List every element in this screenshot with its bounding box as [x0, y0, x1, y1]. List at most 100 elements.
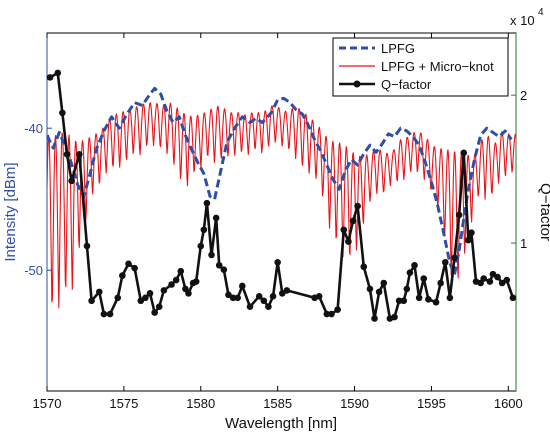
qfactor-point [465, 236, 472, 244]
qfactor-point [160, 287, 168, 294]
y-right-tick-label: 1 [520, 236, 527, 251]
legend-marker-qfactor [353, 80, 361, 88]
qfactor-point [323, 310, 331, 318]
qfactor-point [131, 264, 138, 272]
qfactor-point [68, 177, 75, 185]
qfactor-point [360, 263, 368, 271]
qfactor-point [47, 74, 54, 81]
qfactor-point [172, 276, 180, 284]
qfactor-point [177, 267, 185, 275]
series-lpfg-line [47, 86, 513, 277]
qfactor-point [168, 281, 175, 288]
qfactor-point [455, 211, 463, 219]
qfactor-point [349, 217, 357, 225]
qfactor-point [437, 279, 444, 287]
qfactor-point [215, 261, 223, 269]
x-tick-label: 1595 [417, 396, 446, 411]
qfactor-point [265, 303, 272, 310]
x-tick-label: 1600 [494, 396, 523, 411]
qfactor-point [328, 310, 335, 318]
qfactor-point [283, 287, 291, 294]
qfactor-point [142, 294, 149, 302]
qfactor-point [185, 290, 192, 297]
qfactor-point [220, 266, 228, 273]
qfactor-point [208, 251, 215, 259]
qfactor-point [200, 226, 208, 234]
y-left-tick-label: -50 [24, 263, 43, 278]
qfactor-point [59, 109, 66, 117]
qfactor-point [446, 294, 454, 302]
qfactor-point [375, 288, 383, 296]
qfactor-point [100, 310, 108, 318]
qfactor-point [441, 259, 449, 266]
axis-ticks: 1570 1575 1580 1585 1590 1595 1600 -40 -50 1 2 [24, 33, 527, 411]
qfactor-point [403, 285, 411, 293]
legend-label-lpfg-microknot: LPFG + Micro−knot [381, 59, 494, 74]
qfactor-point [411, 261, 418, 269]
series-layer [47, 69, 516, 322]
qfactor-point [315, 293, 323, 300]
qfactor-point [54, 69, 62, 77]
qfactor-point [106, 310, 114, 318]
qfactor-point [406, 269, 414, 276]
qfactor-point [460, 149, 468, 157]
x-tick-label: 1580 [186, 396, 215, 411]
qfactor-point [366, 285, 374, 293]
y-right-axis-label: Q−factor [537, 183, 550, 241]
qfactor-point [334, 306, 341, 313]
qfactor-point [192, 278, 200, 285]
series-lpfg-microknot-line [47, 102, 516, 309]
x-tick-label: 1575 [109, 396, 138, 411]
qfactor-point [269, 293, 277, 300]
qfactor-point [494, 273, 501, 281]
y-left-tick-label: -40 [24, 121, 43, 136]
qfactor-point [395, 297, 403, 305]
qfactor-point [509, 294, 516, 302]
qfactor-point [380, 279, 388, 287]
qfactor-point [468, 229, 475, 237]
legend: LPFG LPFG + Micro−knot Q−factor [332, 37, 509, 97]
qfactor-point [63, 151, 71, 158]
y-right-tick-label: 2 [520, 88, 527, 103]
qfactor-point [354, 202, 361, 210]
qfactor-point [212, 214, 220, 222]
qfactor-point [246, 303, 254, 310]
x-tick-label: 1570 [33, 396, 62, 411]
qfactor-point [114, 294, 122, 302]
qfactor-point [238, 282, 246, 290]
qfactor-point [451, 254, 458, 262]
qfactor-point [146, 290, 154, 297]
qfactor-point [119, 272, 126, 279]
qfactor-point [151, 309, 158, 316]
x-tick-label: 1590 [340, 396, 369, 411]
qfactor-point [234, 294, 241, 302]
qfactor-point [274, 259, 281, 266]
right-axis-exponent: 4 [538, 7, 544, 18]
qfactor-point [95, 288, 103, 296]
qfactor-point [503, 276, 511, 284]
y-left-axis-label: Intensity [dBm] [2, 162, 19, 261]
legend-label-lpfg: LPFG [381, 41, 415, 56]
qfactor-point [340, 226, 348, 234]
qfactor-point [229, 294, 237, 302]
qfactor-point [420, 275, 428, 282]
right-axis-multiplier: x 10 [510, 13, 535, 28]
qfactor-point [155, 303, 163, 310]
qfactor-point [255, 293, 263, 300]
qfactor-point [400, 297, 408, 305]
qfactor-point [345, 238, 352, 245]
legend-label-qfactor: Q−factor [381, 77, 432, 92]
qfactor-point [88, 297, 95, 305]
qfactor-point [415, 294, 423, 302]
qfactor-point [83, 242, 91, 250]
qfactor-point [260, 297, 268, 305]
qfactor-point [432, 298, 440, 306]
qfactor-point [75, 151, 83, 158]
qfactor-point [125, 260, 132, 268]
qfactor-point [371, 315, 378, 322]
qfactor-point [197, 242, 205, 250]
qfactor-point [203, 199, 211, 207]
qfactor-point [391, 313, 398, 321]
